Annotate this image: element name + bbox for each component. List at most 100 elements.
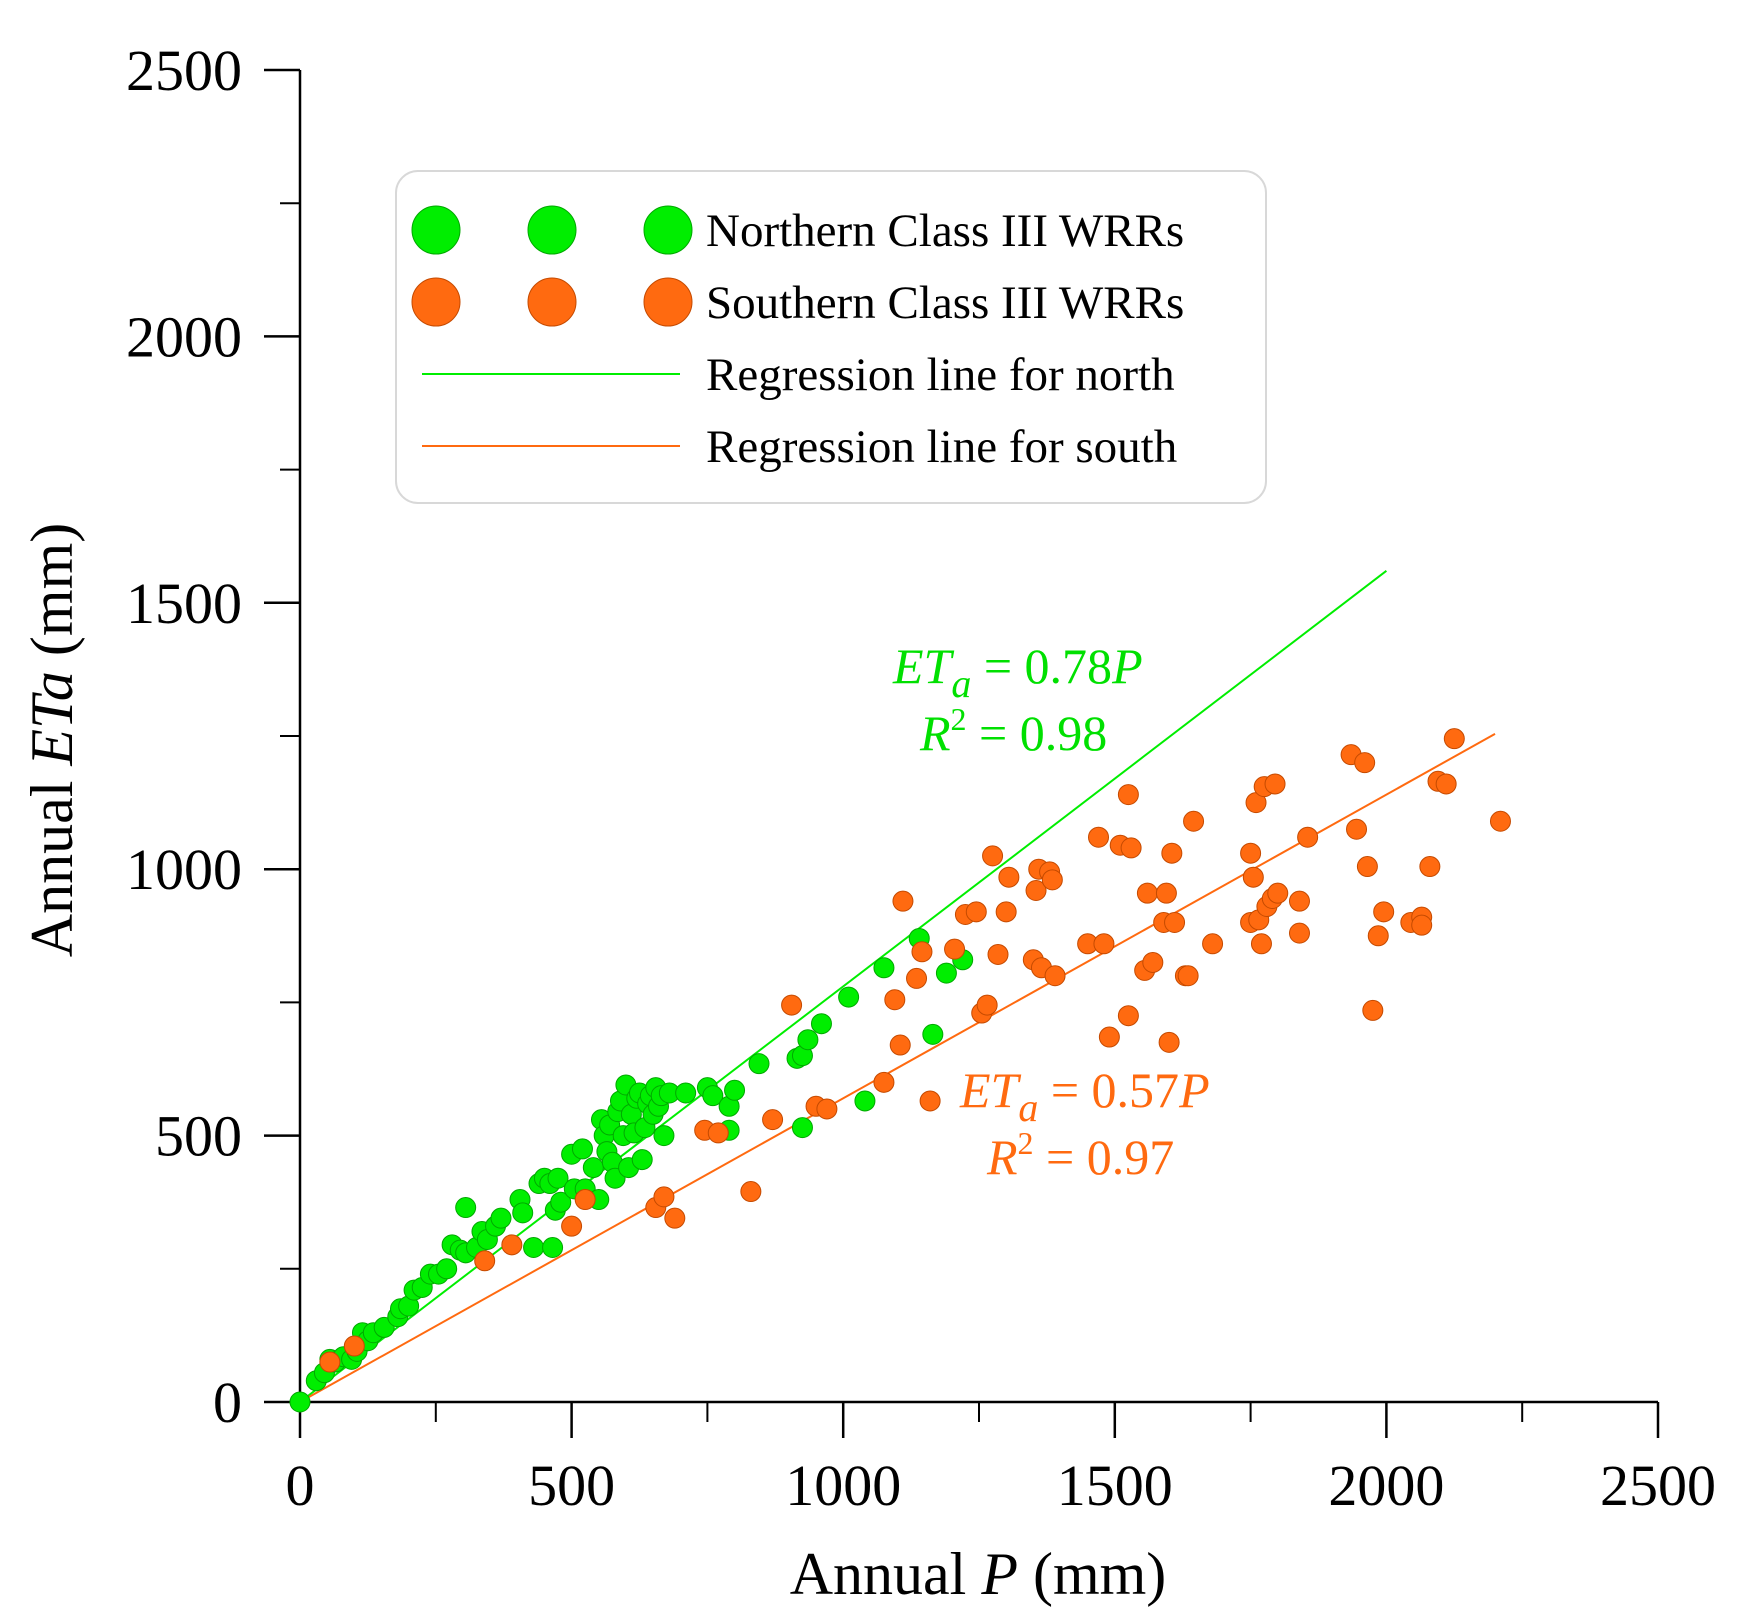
south-point <box>944 938 966 960</box>
south-point <box>998 866 1020 888</box>
south-equation: ETa = 0.57P <box>959 1062 1210 1130</box>
south-point <box>884 989 906 1011</box>
south-point <box>1288 890 1310 912</box>
y-tick-label: 0 <box>213 1370 242 1435</box>
south-point <box>561 1215 583 1237</box>
axis-ticks <box>264 68 1660 1438</box>
south-point <box>1435 773 1457 795</box>
south-point <box>919 1090 941 1112</box>
south-point <box>1117 784 1139 806</box>
legend-label: Northern Class III WRRs <box>706 205 1184 257</box>
series-south-points <box>319 728 1511 1373</box>
y-tick-label: 2500 <box>126 38 242 103</box>
north-point <box>436 1258 458 1280</box>
south-point <box>1242 866 1264 888</box>
south-point <box>474 1250 496 1272</box>
north-point <box>582 1157 604 1179</box>
north-point <box>455 1197 477 1219</box>
north-point <box>550 1191 572 1213</box>
south-point <box>889 1034 911 1056</box>
south-point <box>982 845 1004 867</box>
south-point <box>1443 728 1465 750</box>
south-point <box>1093 933 1115 955</box>
south-point <box>653 1186 675 1208</box>
south-annotation: ETa = 0.57P R2 = 0.97 <box>959 1062 1210 1185</box>
north-point <box>922 1023 944 1045</box>
south-point <box>1177 965 1199 987</box>
north-point <box>490 1207 512 1229</box>
south-point <box>1367 925 1389 947</box>
north-point <box>542 1236 564 1258</box>
legend-marker-north <box>411 205 461 255</box>
north-point <box>631 1149 653 1171</box>
south-point <box>816 1098 838 1120</box>
y-tick-label: 1000 <box>126 837 242 902</box>
south-point <box>906 967 928 989</box>
north-point <box>702 1085 724 1107</box>
north-equation: ETa = 0.78P <box>892 638 1143 706</box>
south-point <box>892 890 914 912</box>
legend-marker-north <box>527 205 577 255</box>
south-point <box>911 941 933 963</box>
legend-label: Regression line for north <box>706 349 1175 401</box>
y-axis-title: Annual ETa (mm) <box>19 523 85 957</box>
north-point <box>854 1090 876 1112</box>
south-point <box>1250 933 1272 955</box>
south-point <box>1362 999 1384 1021</box>
south-point <box>995 901 1017 923</box>
south-point <box>1419 856 1441 878</box>
south-point <box>1142 951 1164 973</box>
south-point <box>1356 856 1378 878</box>
south-point <box>1136 882 1158 904</box>
north-point <box>653 1125 675 1147</box>
south-point <box>1025 880 1047 902</box>
south-point <box>1117 1005 1139 1027</box>
north-annotation: ETa = 0.78P R2 = 0.98 <box>892 638 1143 761</box>
south-point <box>1120 837 1142 859</box>
south-point <box>1098 1026 1120 1048</box>
south-point <box>664 1207 686 1229</box>
south-point <box>1088 826 1110 848</box>
north-point <box>724 1079 746 1101</box>
south-point <box>1158 1031 1180 1053</box>
south-point <box>1240 842 1262 864</box>
south-point <box>343 1335 365 1357</box>
north-point <box>935 962 957 984</box>
legend-label: Southern Class III WRRs <box>706 277 1184 329</box>
regression-lines <box>299 570 1496 1403</box>
x-axis-title: Annual P (mm) <box>790 1541 1167 1607</box>
south-point <box>1161 842 1183 864</box>
south-point <box>1202 933 1224 955</box>
north-point <box>838 986 860 1008</box>
x-tick-label: 1000 <box>785 1453 901 1518</box>
north-point <box>512 1202 534 1224</box>
axes <box>292 70 1658 1410</box>
south-point <box>1411 914 1433 936</box>
south-point <box>1288 922 1310 944</box>
regression-line-north <box>299 570 1388 1403</box>
south-point <box>1346 818 1368 840</box>
south-point <box>1354 752 1376 774</box>
south-r2: R2 = 0.97 <box>986 1125 1174 1185</box>
x-tick-label: 2000 <box>1328 1453 1444 1518</box>
south-point <box>1041 869 1063 891</box>
legend: Northern Class III WRRs Southern Class II… <box>395 170 1267 504</box>
legend-marker-north <box>643 205 693 255</box>
south-point <box>740 1181 762 1203</box>
north-r2: R2 = 0.98 <box>919 701 1107 761</box>
x-tick-label: 0 <box>286 1453 315 1518</box>
south-point <box>1155 882 1177 904</box>
north-point <box>675 1082 697 1104</box>
legend-marker-south <box>643 277 693 327</box>
y-tick-label: 1500 <box>126 571 242 636</box>
north-point <box>873 957 895 979</box>
south-point <box>781 994 803 1016</box>
south-point <box>574 1189 596 1211</box>
south-point <box>873 1071 895 1093</box>
north-point <box>289 1391 311 1413</box>
legend-label: Regression line for south <box>706 421 1177 473</box>
south-point <box>1183 810 1205 832</box>
north-point <box>791 1117 813 1139</box>
south-point <box>762 1109 784 1131</box>
